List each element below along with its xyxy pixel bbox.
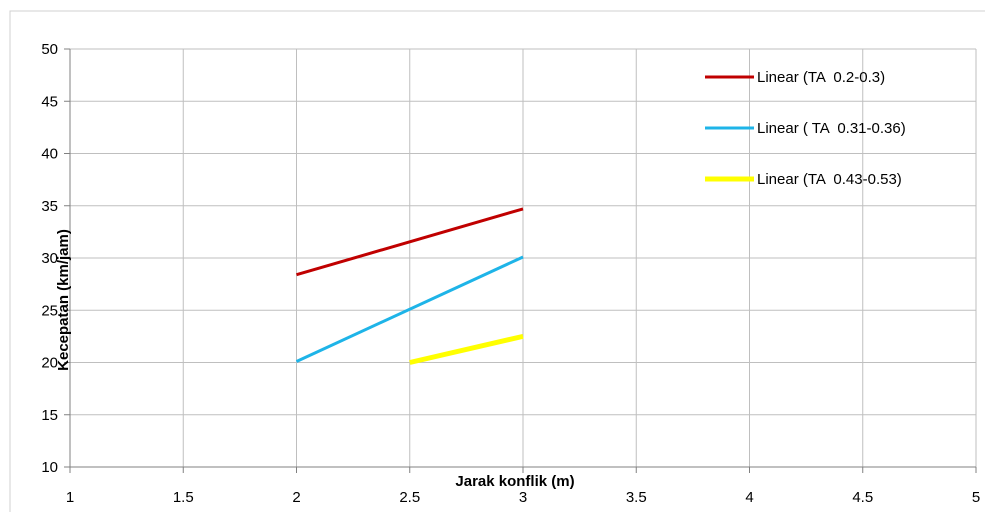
legend: Linear (TA 0.2-0.3) Linear ( TA 0.31-0.36… bbox=[705, 69, 906, 188]
y-tick-label: 40 bbox=[41, 146, 58, 163]
x-tick-label: 4.5 bbox=[852, 489, 873, 506]
y-axis-title: Kecepatan (km/jam) bbox=[55, 229, 72, 371]
y-tick-label: 10 bbox=[41, 459, 58, 476]
x-tick-label: 5 bbox=[972, 489, 980, 506]
y-tick-label: 50 bbox=[41, 41, 58, 58]
tick-labels: 10 15 20 25 30 35 40 45 50 1 1.5 2 2.5 3 3.5 4 4.5 5 bbox=[41, 41, 980, 506]
x-tick-label: 4 bbox=[745, 489, 753, 506]
axes bbox=[64, 48, 977, 473]
x-tick-label: 2.5 bbox=[399, 489, 420, 506]
x-axis-title: Jarak konflik (m) bbox=[455, 473, 574, 490]
grid bbox=[70, 48, 977, 467]
x-tick-label: 1.5 bbox=[173, 489, 194, 506]
legend-label: Linear (TA 0.43-0.53) bbox=[757, 171, 902, 188]
series-line bbox=[295, 255, 524, 363]
y-tick-label: 45 bbox=[41, 93, 58, 110]
y-tick-label: 25 bbox=[41, 302, 58, 319]
chart-border bbox=[9, 10, 985, 512]
x-tick-label: 3 bbox=[519, 489, 527, 506]
legend-label: Linear (TA 0.2-0.3) bbox=[757, 69, 885, 86]
x-tick-label: 2 bbox=[292, 489, 300, 506]
series-line bbox=[409, 333, 524, 365]
x-tick-label: 3.5 bbox=[626, 489, 647, 506]
legend-label: Linear ( TA 0.31-0.36) bbox=[757, 120, 906, 137]
y-tick-label: 35 bbox=[41, 198, 58, 215]
y-tick-label: 15 bbox=[41, 407, 58, 424]
y-tick-label: 20 bbox=[41, 355, 58, 372]
x-tick-label: 1 bbox=[66, 489, 74, 506]
series-lines bbox=[295, 207, 524, 365]
series-line bbox=[296, 207, 524, 277]
y-tick-label: 30 bbox=[41, 250, 58, 267]
